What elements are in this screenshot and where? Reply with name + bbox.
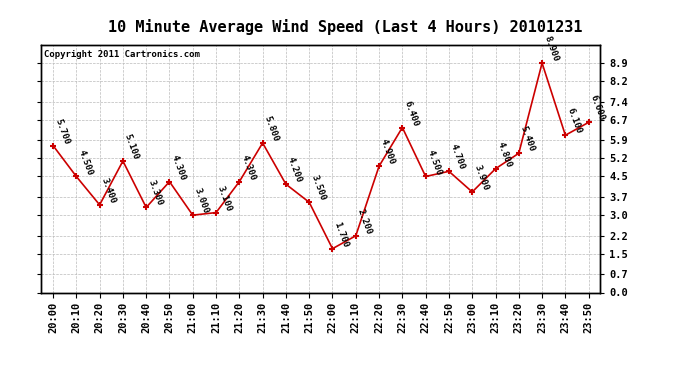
- Text: 2.200: 2.200: [356, 207, 373, 236]
- Text: 6.600: 6.600: [589, 94, 607, 122]
- Text: 4.200: 4.200: [286, 156, 304, 184]
- Text: 3.100: 3.100: [216, 184, 234, 213]
- Text: 1.700: 1.700: [333, 220, 350, 249]
- Text: 3.500: 3.500: [309, 174, 327, 202]
- Text: 5.100: 5.100: [123, 133, 141, 161]
- Text: 10 Minute Average Wind Speed (Last 4 Hours) 20101231: 10 Minute Average Wind Speed (Last 4 Hou…: [108, 19, 582, 35]
- Text: 4.300: 4.300: [239, 153, 257, 182]
- Text: 4.900: 4.900: [379, 138, 397, 166]
- Text: 4.500: 4.500: [77, 148, 94, 177]
- Text: 5.700: 5.700: [53, 117, 70, 146]
- Text: 3.000: 3.000: [193, 187, 210, 215]
- Text: 8.900: 8.900: [542, 35, 560, 63]
- Text: 3.900: 3.900: [472, 164, 490, 192]
- Text: 4.300: 4.300: [170, 153, 187, 182]
- Text: 5.800: 5.800: [263, 115, 280, 143]
- Text: 3.400: 3.400: [99, 177, 117, 205]
- Text: 4.700: 4.700: [449, 143, 466, 171]
- Text: 4.500: 4.500: [426, 148, 443, 177]
- Text: 4.800: 4.800: [495, 140, 513, 169]
- Text: 3.300: 3.300: [146, 179, 164, 207]
- Text: 6.400: 6.400: [402, 99, 420, 128]
- Text: 6.100: 6.100: [565, 107, 583, 135]
- Text: 5.400: 5.400: [519, 125, 536, 153]
- Text: Copyright 2011 Cartronics.com: Copyright 2011 Cartronics.com: [44, 50, 200, 59]
